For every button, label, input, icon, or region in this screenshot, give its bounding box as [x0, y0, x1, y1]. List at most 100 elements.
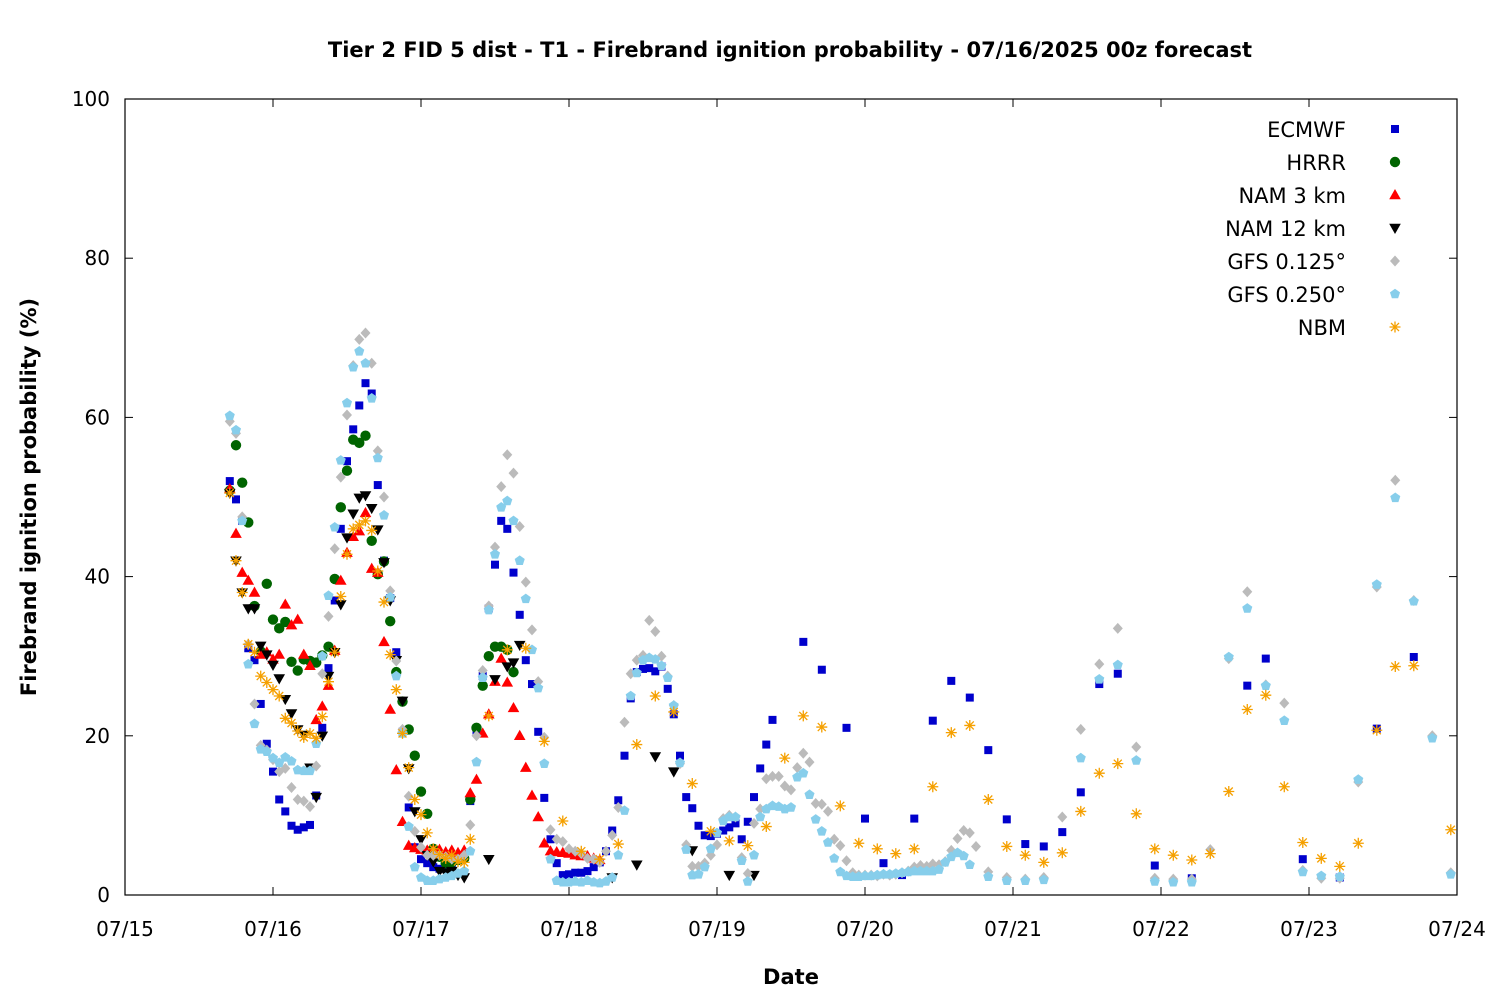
point-nam-12-km	[359, 491, 372, 502]
point-nbm	[1260, 689, 1272, 701]
point-nbm	[1130, 808, 1142, 820]
point-nam-3-km	[365, 562, 378, 573]
point-nbm	[261, 676, 273, 688]
point-gfs-0-250	[341, 397, 353, 408]
x-tick-label: 07/20	[836, 917, 894, 941]
point-nam-12-km	[482, 854, 495, 866]
point-nam-3-km	[230, 527, 242, 538]
point-ecmwf	[725, 823, 734, 832]
point-nbm	[286, 717, 297, 729]
point-gfs-0-125	[927, 858, 938, 870]
point-ecmwf	[743, 817, 752, 826]
point-gfs-0-250	[829, 853, 840, 863]
point-nam-12-km	[378, 558, 390, 569]
point-ecmwf	[1058, 828, 1067, 837]
point-nbm	[464, 833, 476, 845]
point-nbm	[421, 827, 433, 839]
point-nbm	[834, 800, 846, 812]
point-gfs-0-125	[601, 845, 611, 857]
point-nbm	[1112, 758, 1124, 770]
point-gfs-0-250	[335, 455, 346, 465]
x-axis-label: Date	[763, 965, 819, 989]
point-gfs-0-250	[514, 555, 525, 565]
legend-marker-gfs-0-125	[1390, 255, 1400, 267]
point-nbm	[403, 762, 415, 774]
point-gfs-0-250	[1242, 603, 1253, 613]
point-nbm	[612, 838, 624, 850]
point-ecmwf	[1113, 669, 1122, 678]
point-ecmwf	[373, 481, 382, 490]
point-gfs-0-125	[767, 770, 778, 782]
point-gfs-0-125	[650, 626, 661, 638]
point-nam-3-km	[285, 619, 298, 630]
point-ecmwf	[762, 740, 771, 749]
point-gfs-0-125	[810, 797, 821, 809]
point-gfs-0-250	[699, 861, 710, 872]
point-nam-12-km	[427, 857, 440, 868]
point-gfs-0-125	[323, 610, 334, 622]
point-ecmwf	[392, 648, 401, 657]
point-gfs-0-250	[1427, 732, 1438, 743]
axis-ticks: 07/15 07/16 07/17 07/18 07/19 07/20 07/21 07/22…	[72, 87, 1486, 941]
legend-label-gfs-0-250: GFS 0.250°	[1227, 283, 1346, 307]
point-ecmwf	[521, 656, 530, 665]
x-tick-label: 07/19	[688, 917, 746, 941]
point-gfs-0-125	[335, 471, 346, 483]
point-nbm	[292, 725, 304, 737]
legend-marker-gfs-0-250	[1389, 288, 1401, 299]
point-ecmwf	[558, 871, 567, 880]
point-gfs-0-125	[631, 654, 642, 666]
point-nbm	[1445, 824, 1457, 836]
point-nam-3-km	[384, 703, 397, 714]
point-gfs-0-250	[1279, 715, 1290, 725]
point-gfs-0-125	[249, 698, 260, 710]
point-gfs-0-250	[748, 849, 760, 860]
point-gfs-0-125	[687, 860, 698, 872]
point-ecmwf	[1150, 861, 1159, 870]
point-nam-12-km	[649, 752, 662, 763]
point-gfs-0-250	[477, 672, 488, 682]
point-nbm	[1167, 849, 1179, 861]
point-nbm	[557, 815, 569, 827]
point-ecmwf	[688, 804, 697, 813]
point-nbm	[779, 752, 791, 764]
point-ecmwf	[552, 859, 561, 868]
point-nbm	[1056, 847, 1068, 859]
point-nbm	[440, 852, 452, 864]
point-ecmwf	[577, 868, 586, 877]
point-nam-3-km	[297, 648, 310, 659]
point-nam-3-km	[310, 713, 323, 725]
point-nbm	[1297, 836, 1309, 848]
point-ecmwf	[262, 739, 271, 748]
point-hrrr	[311, 657, 322, 668]
point-gfs-0-125	[816, 798, 827, 810]
point-gfs-0-125	[329, 543, 340, 555]
point-nbm	[575, 845, 587, 857]
point-gfs-0-250	[1112, 659, 1123, 670]
point-nam-3-km	[519, 761, 532, 772]
point-gfs-0-250	[304, 765, 316, 776]
point-nbm	[853, 837, 865, 849]
point-nam-12-km	[260, 650, 273, 661]
point-nbm	[427, 843, 439, 855]
point-gfs-0-250	[323, 590, 334, 600]
point-gfs-0-250	[755, 811, 766, 822]
point-nbm	[1334, 860, 1346, 872]
point-gfs-0-125	[749, 817, 759, 829]
point-gfs-0-250	[237, 515, 248, 526]
point-nam-12-km	[415, 835, 427, 846]
point-gfs-0-125	[792, 762, 803, 774]
point-nbm	[1352, 837, 1364, 849]
point-hrrr	[483, 651, 494, 662]
point-gfs-0-125	[366, 357, 377, 369]
point-ecmwf	[928, 716, 937, 725]
point-nbm	[384, 649, 396, 661]
point-gfs-0-250	[681, 844, 692, 854]
point-gfs-0-125	[1279, 697, 1290, 709]
point-gfs-0-250	[249, 718, 260, 729]
point-gfs-0-250	[983, 871, 994, 881]
point-nbm	[335, 591, 347, 602]
point-nbm	[415, 809, 427, 821]
point-ecmwf	[1243, 681, 1252, 690]
